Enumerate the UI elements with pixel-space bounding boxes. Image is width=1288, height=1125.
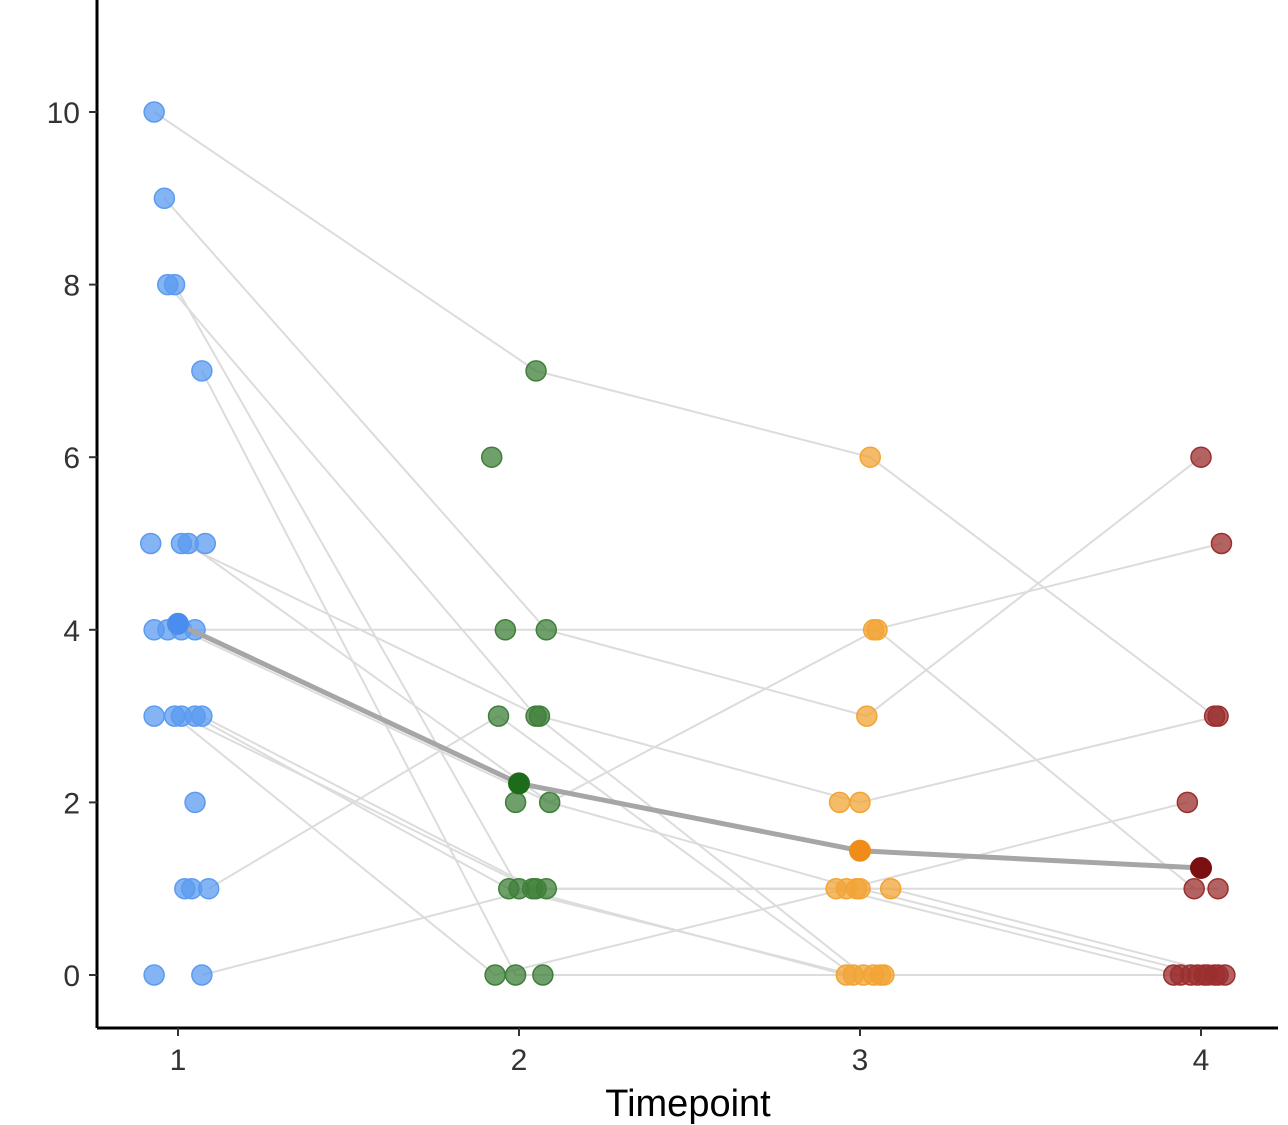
point-t4-7 bbox=[1207, 877, 1229, 900]
mean-layer bbox=[167, 612, 1212, 879]
point-t2-15 bbox=[484, 964, 506, 986]
point-t2-16 bbox=[504, 964, 527, 986]
subject-line-2 bbox=[163, 197, 1202, 718]
subject-line-1 bbox=[153, 111, 1216, 717]
point-t1-23 bbox=[143, 964, 165, 986]
subject-line-11 bbox=[173, 715, 1188, 977]
y-ticks: 0 2 4 6 8 10 bbox=[47, 97, 97, 993]
point-t3-17 bbox=[873, 964, 895, 986]
mean-point-t1 bbox=[167, 612, 189, 635]
point-t2-1 bbox=[525, 360, 547, 382]
subject-line-9 bbox=[180, 628, 1219, 890]
point-t1-19 bbox=[184, 791, 206, 814]
point-t2-7 bbox=[528, 705, 551, 727]
point-t2-2 bbox=[480, 446, 503, 468]
point-t2-17 bbox=[532, 964, 554, 986]
subject-line-7 bbox=[187, 542, 1195, 890]
y-tick-label-8: 8 bbox=[63, 270, 80, 303]
point-t1-14 bbox=[143, 705, 165, 727]
subject-lines bbox=[153, 111, 1226, 977]
y-tick-label-2: 2 bbox=[63, 787, 80, 820]
subject-line-13 bbox=[201, 887, 1226, 976]
point-t2-4 bbox=[535, 619, 558, 641]
point-t1-2 bbox=[153, 187, 176, 210]
point-t3-1 bbox=[859, 446, 881, 468]
point-t4-4 bbox=[1207, 705, 1229, 727]
point-t3-11 bbox=[879, 877, 902, 900]
point-t3-3 bbox=[866, 619, 888, 641]
y-tick-label-10: 10 bbox=[47, 97, 80, 130]
point-t2-3 bbox=[494, 619, 517, 641]
mean-point-t3 bbox=[849, 839, 871, 862]
point-t3-4 bbox=[856, 705, 878, 727]
point-t1-4 bbox=[163, 273, 186, 296]
mean-line bbox=[176, 621, 1202, 871]
point-t1-1 bbox=[143, 101, 165, 123]
point-t1-9 bbox=[194, 532, 217, 555]
point-t1-5 bbox=[191, 360, 213, 382]
point-t2-8 bbox=[504, 791, 527, 814]
x-tick-label-4: 4 bbox=[1193, 1044, 1210, 1077]
point-t4-1 bbox=[1190, 446, 1212, 468]
point-t1-6 bbox=[139, 532, 162, 555]
point-t3-6 bbox=[849, 791, 871, 814]
point-t3-10 bbox=[849, 877, 871, 900]
y-tick-label-4: 4 bbox=[63, 615, 80, 648]
point-t1-18 bbox=[191, 705, 213, 727]
x-tick-label-2: 2 bbox=[511, 1044, 528, 1077]
x-tick-label-1: 1 bbox=[170, 1044, 187, 1077]
point-t1-22 bbox=[197, 877, 220, 900]
data-points bbox=[139, 101, 1236, 986]
y-tick-label-6: 6 bbox=[63, 442, 80, 475]
point-t4-5 bbox=[1176, 791, 1199, 814]
point-t2-5 bbox=[487, 705, 510, 727]
mean-point-t2 bbox=[508, 772, 530, 795]
mean-point-t4 bbox=[1190, 856, 1212, 879]
point-t4-2 bbox=[1210, 532, 1233, 555]
subject-line-15 bbox=[201, 715, 1181, 976]
point-t2-9 bbox=[538, 791, 561, 814]
point-t4-6 bbox=[1183, 877, 1205, 900]
x-ticks: 1 2 3 4 bbox=[170, 1028, 1210, 1077]
subject-line-14 bbox=[194, 715, 1208, 976]
point-t1-24 bbox=[191, 964, 213, 986]
y-tick-label-0: 0 bbox=[63, 960, 80, 993]
point-t2-14 bbox=[535, 877, 558, 900]
point-t4-16 bbox=[1214, 964, 1236, 986]
axes bbox=[95, 0, 1278, 1030]
point-t3-5 bbox=[828, 791, 851, 814]
x-axis-title: Timepoint bbox=[605, 1083, 771, 1125]
x-tick-label-3: 3 bbox=[852, 1044, 869, 1077]
subject-line-8 bbox=[167, 542, 1222, 631]
